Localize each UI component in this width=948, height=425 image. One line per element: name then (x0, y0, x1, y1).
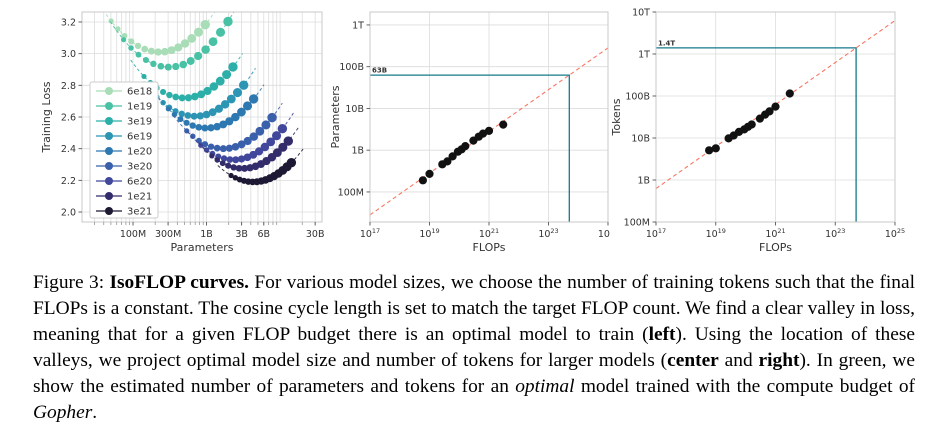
svg-text:100M: 100M (120, 229, 146, 240)
projection-lines: 1.4T (656, 39, 857, 222)
svg-text:30B: 30B (306, 229, 325, 240)
x-tick-label: 1017 (646, 227, 666, 240)
projection-value-label: 63B (372, 67, 387, 75)
svg-text:100M: 100M (338, 187, 364, 198)
axes: 100M 1B 10B 100B 1T 1017 1019 1021 1023 1025 FLOPs… (330, 20, 610, 254)
isoflop-series-1e20 (154, 84, 265, 132)
caption-segment: Figure 3: (33, 272, 110, 293)
legend-label: 6e19 (127, 132, 152, 143)
x-axis-label: Parameters (171, 241, 234, 254)
svg-text:1B: 1B (351, 146, 364, 157)
y-axis-label: Parameters (330, 85, 342, 148)
svg-text:3.0: 3.0 (61, 49, 76, 60)
axes: 100M 300M 1B 3B 6B 30B 2.0 2.2 2.4 2.6 2.8 3.0 3.2 Pa… (40, 17, 324, 254)
data-points (418, 120, 508, 185)
isoflop-series-3e20 (173, 102, 283, 153)
svg-text:3.2: 3.2 (61, 17, 76, 28)
isoflop-series-6e18 (103, 12, 216, 56)
caption-segment: model trained with the compute budget of (574, 375, 915, 397)
caption-segment: IsoFLOP curves. (109, 272, 249, 293)
svg-text:1T: 1T (352, 20, 364, 31)
x-tick-label: 1017 (360, 227, 380, 240)
params-vs-flops-chart: 63B 100M 1B 10B 100B 1T 1017 1019 1021 1023 1025 FL… (330, 11, 610, 254)
legend-label: 6e20 (127, 177, 152, 188)
x-tick-label: 1025 (885, 227, 905, 240)
svg-text:300M: 300M (155, 229, 181, 240)
isoflop-series-1e19 (109, 12, 235, 71)
svg-text:10T: 10T (632, 8, 650, 19)
y-axis-label: Tokens (610, 98, 623, 136)
isoflop-series-6e19 (143, 68, 256, 120)
grid (370, 12, 608, 222)
caption-segment: center (667, 349, 719, 371)
caption-segment: and (718, 349, 759, 371)
svg-text:3B: 3B (235, 229, 248, 240)
svg-text:1T: 1T (638, 50, 650, 61)
caption-segment: optimal (515, 375, 575, 397)
svg-text:2.8: 2.8 (61, 81, 76, 92)
caption-segment: left (648, 323, 676, 345)
caption-segment: right (758, 349, 800, 371)
svg-text:10B: 10B (345, 104, 364, 115)
isoflop-series (103, 12, 304, 186)
svg-text:100B: 100B (339, 62, 364, 73)
x-tick-label: 1021 (765, 227, 785, 240)
svg-text:2.2: 2.2 (61, 176, 76, 187)
x-tick-label: 1025 (598, 227, 610, 240)
legend: 6e18 1e19 3e19 6e19 1e20 3e20 6e20 1e21 3e21 (89, 81, 159, 219)
svg-text:1B: 1B (637, 176, 650, 187)
svg-text:2.0: 2.0 (61, 208, 76, 219)
isoflop-series-6e20 (187, 112, 294, 164)
projection-value-label: 1.4T (658, 39, 675, 47)
svg-text:6B: 6B (257, 229, 270, 240)
svg-text:2.6: 2.6 (61, 113, 76, 124)
legend-label: 3e19 (127, 117, 152, 128)
projection-lines: 63B (370, 67, 570, 222)
isoflop-series-1e21 (198, 127, 300, 172)
x-tick-label: 1019 (419, 227, 439, 240)
x-axis-label: FLOPs (473, 241, 506, 254)
legend-label: 1e20 (127, 147, 152, 158)
svg-text:100M: 100M (624, 218, 650, 229)
legend-label: 3e20 (127, 162, 152, 173)
legend-label: 3e21 (127, 207, 152, 218)
svg-text:100B: 100B (625, 92, 650, 103)
data-points (705, 89, 794, 155)
grid (656, 12, 895, 222)
caption-segment: Gopher (33, 401, 93, 423)
svg-text:2.4: 2.4 (61, 144, 76, 155)
y-axis-label: Training Loss (40, 81, 53, 153)
legend-label: 1e19 (127, 102, 152, 113)
figure-caption: Figure 3: IsoFLOP curves. For various mo… (0, 256, 948, 425)
isoflop-series-3e21 (217, 148, 304, 186)
x-tick-label: 1023 (825, 227, 845, 240)
x-axis-label: FLOPs (759, 241, 792, 254)
isoflop-loss-chart: 100M 300M 1B 3B 6B 30B 2.0 2.2 2.4 2.6 2.8 3.0 3.2 Pa… (40, 11, 324, 254)
caption-segment: . (92, 401, 98, 423)
caption-segment: For various model sizes, we choose the n… (33, 272, 915, 345)
caption-segment: ). Using the location of these valleys, … (33, 323, 915, 371)
x-tick-label: 1019 (706, 227, 726, 240)
legend-label: 1e21 (127, 192, 152, 203)
axes: 100M 1B 10B 100B 1T 10T 1017 1019 1021 1023 1025 FL… (610, 8, 905, 255)
svg-text:10B: 10B (631, 134, 650, 145)
plots-row: 100M 300M 1B 3B 6B 30B 2.0 2.2 2.4 2.6 2.8 3.0 3.2 Pa… (40, 8, 905, 255)
caption-segment: ). In green, we show the estimated numbe… (33, 349, 915, 397)
x-tick-label: 1023 (538, 227, 558, 240)
x-tick-label: 1021 (479, 227, 499, 240)
svg-text:1B: 1B (200, 229, 213, 240)
legend-label: 6e18 (127, 87, 152, 98)
